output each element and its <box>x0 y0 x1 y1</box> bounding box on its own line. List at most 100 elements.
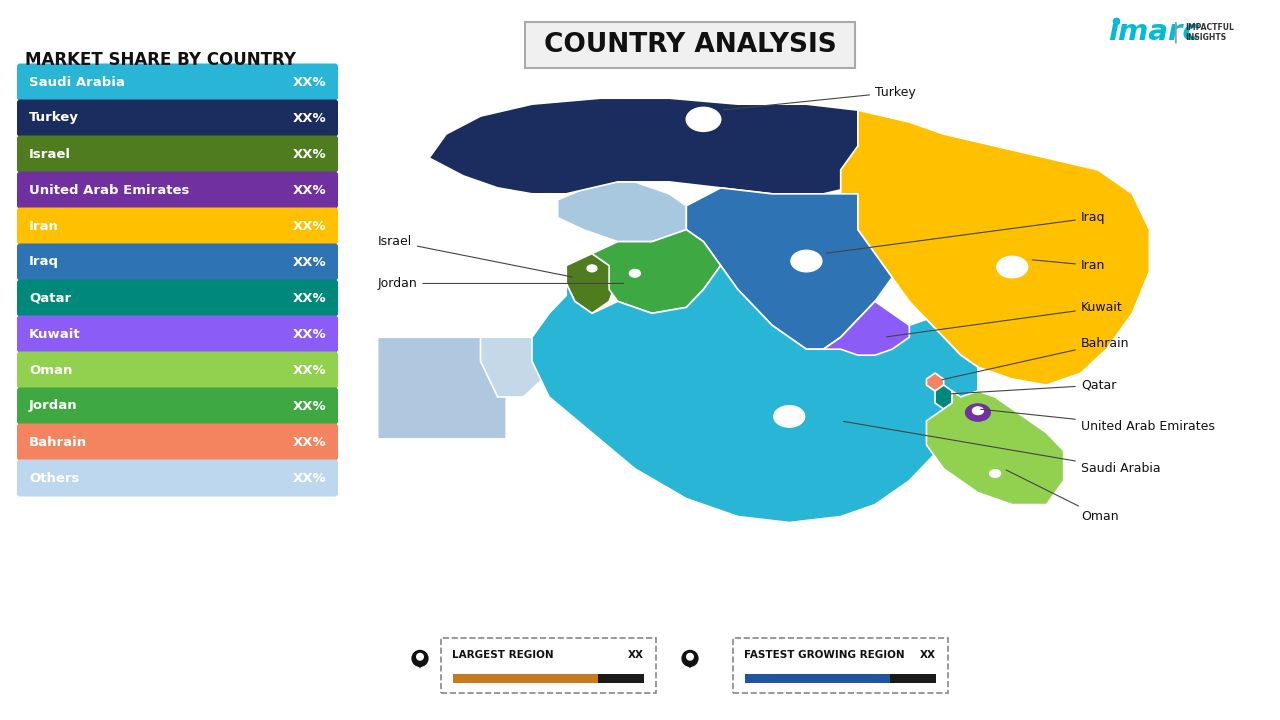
Bar <box>598 673 644 683</box>
Polygon shape <box>774 416 805 427</box>
Circle shape <box>997 256 1028 278</box>
Text: XX%: XX% <box>292 220 326 233</box>
FancyBboxPatch shape <box>17 423 338 461</box>
Polygon shape <box>581 270 603 277</box>
FancyBboxPatch shape <box>17 63 338 101</box>
Text: Oman: Oman <box>1006 470 1119 523</box>
Text: LARGEST REGION: LARGEST REGION <box>453 649 554 660</box>
Polygon shape <box>686 120 721 131</box>
Text: XX%: XX% <box>292 364 326 377</box>
Text: Kuwait: Kuwait <box>29 328 81 341</box>
Text: Kuwait: Kuwait <box>886 301 1123 337</box>
Text: Bahrain: Bahrain <box>29 436 87 449</box>
FancyBboxPatch shape <box>17 99 338 137</box>
Text: XX%: XX% <box>292 400 326 413</box>
FancyBboxPatch shape <box>440 637 655 693</box>
Text: XX%: XX% <box>292 184 326 197</box>
FancyBboxPatch shape <box>17 207 338 245</box>
Text: XX%: XX% <box>292 76 326 89</box>
Bar <box>453 673 598 683</box>
Circle shape <box>686 654 694 660</box>
Polygon shape <box>952 391 1012 439</box>
Circle shape <box>682 650 698 666</box>
FancyBboxPatch shape <box>17 279 338 317</box>
FancyBboxPatch shape <box>732 637 947 693</box>
Polygon shape <box>927 373 943 391</box>
Circle shape <box>774 405 805 427</box>
Polygon shape <box>686 188 892 349</box>
Polygon shape <box>591 230 721 313</box>
Text: Oman: Oman <box>29 364 73 377</box>
Polygon shape <box>791 261 822 271</box>
Text: Iran: Iran <box>1032 259 1105 272</box>
Polygon shape <box>927 391 1064 505</box>
FancyBboxPatch shape <box>17 243 338 281</box>
FancyBboxPatch shape <box>17 387 338 425</box>
Circle shape <box>983 467 1007 484</box>
Circle shape <box>782 410 796 419</box>
Text: FASTEST GROWING REGION: FASTEST GROWING REGION <box>745 649 905 660</box>
Polygon shape <box>532 266 978 523</box>
Text: Iran: Iran <box>29 220 59 233</box>
Circle shape <box>973 407 983 415</box>
Circle shape <box>686 107 721 132</box>
Text: Turkey: Turkey <box>29 112 79 125</box>
Circle shape <box>581 262 603 278</box>
Text: Others: Others <box>29 472 79 485</box>
Circle shape <box>1005 260 1019 269</box>
Polygon shape <box>965 413 991 421</box>
Text: Qatar: Qatar <box>29 292 72 305</box>
Polygon shape <box>558 182 686 242</box>
Polygon shape <box>823 302 909 355</box>
Text: INSIGHTS: INSIGHTS <box>1185 32 1226 42</box>
Text: Iraq: Iraq <box>827 211 1106 253</box>
Text: XX%: XX% <box>292 436 326 449</box>
Circle shape <box>791 251 822 272</box>
Text: XX%: XX% <box>292 292 326 305</box>
Text: Qatar: Qatar <box>951 379 1116 394</box>
Polygon shape <box>378 337 507 439</box>
Text: XX: XX <box>627 649 644 660</box>
Text: Bahrain: Bahrain <box>942 337 1129 379</box>
Text: MARKET SHARE BY COUNTRY: MARKET SHARE BY COUNTRY <box>26 51 296 69</box>
FancyBboxPatch shape <box>17 315 338 353</box>
Polygon shape <box>480 337 549 397</box>
Text: United Arab Emirates: United Arab Emirates <box>29 184 189 197</box>
Polygon shape <box>841 110 1149 385</box>
Text: XX%: XX% <box>292 256 326 269</box>
Polygon shape <box>622 275 648 284</box>
Circle shape <box>696 112 712 122</box>
Text: XX%: XX% <box>292 472 326 485</box>
Polygon shape <box>566 253 618 313</box>
Circle shape <box>417 654 424 660</box>
Polygon shape <box>412 658 428 668</box>
Circle shape <box>622 266 648 284</box>
Text: Jordan: Jordan <box>378 277 623 290</box>
Text: imarc: imarc <box>1108 18 1199 46</box>
Circle shape <box>800 254 813 264</box>
Circle shape <box>965 404 991 421</box>
Polygon shape <box>997 267 1028 277</box>
Circle shape <box>412 650 428 666</box>
Text: IMPACTFUL: IMPACTFUL <box>1185 22 1234 32</box>
Text: XX: XX <box>919 649 936 660</box>
Text: Saudi Arabia: Saudi Arabia <box>844 421 1161 475</box>
Polygon shape <box>936 385 952 409</box>
FancyBboxPatch shape <box>17 459 338 497</box>
Text: Iraq: Iraq <box>29 256 59 269</box>
Text: Turkey: Turkey <box>723 86 915 110</box>
Text: United Arab Emirates: United Arab Emirates <box>980 409 1215 433</box>
FancyBboxPatch shape <box>17 351 338 389</box>
Text: Israel: Israel <box>29 148 70 161</box>
Polygon shape <box>429 98 927 194</box>
FancyBboxPatch shape <box>525 22 855 68</box>
Polygon shape <box>682 658 698 668</box>
Polygon shape <box>983 475 1007 484</box>
Text: XX%: XX% <box>292 328 326 341</box>
Text: |: | <box>1171 22 1179 42</box>
Text: Saudi Arabia: Saudi Arabia <box>29 76 125 89</box>
Text: COUNTRY ANALYSIS: COUNTRY ANALYSIS <box>544 32 836 58</box>
Circle shape <box>588 265 596 271</box>
Bar <box>745 673 890 683</box>
Text: Israel: Israel <box>378 235 572 277</box>
